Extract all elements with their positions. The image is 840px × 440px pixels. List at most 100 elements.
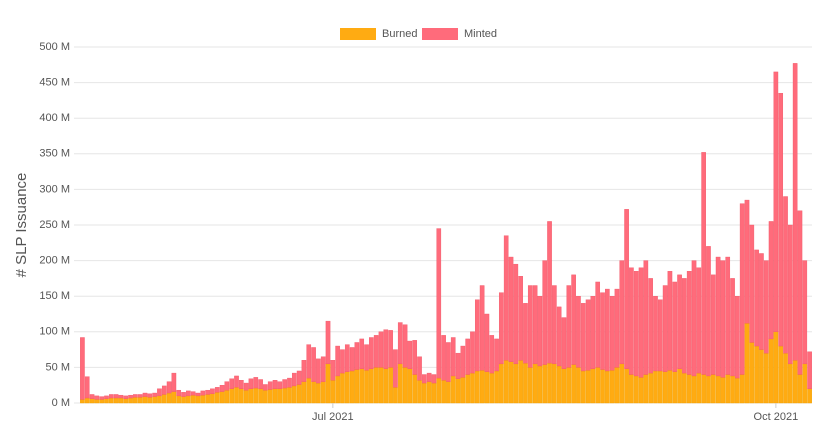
bar-segment — [460, 345, 466, 378]
bar-segment — [171, 372, 177, 392]
bar-segment — [619, 260, 625, 365]
bar-segment — [311, 381, 316, 404]
bar-segment — [263, 389, 268, 404]
bar-segment — [190, 391, 196, 396]
bar-segment — [759, 349, 764, 404]
bar-segment — [749, 342, 755, 404]
bar-segment — [470, 331, 475, 374]
bar-segment — [802, 363, 808, 404]
bar-segment — [157, 388, 162, 397]
bar-segment — [725, 256, 731, 375]
bar-segment — [253, 387, 259, 404]
bar-segment — [701, 152, 706, 375]
bar-segment — [277, 381, 283, 389]
bar-segment — [344, 344, 350, 372]
bar-segment — [84, 397, 90, 404]
bar-segment — [99, 399, 104, 404]
bar-segment — [407, 368, 413, 404]
bar-segment — [234, 375, 239, 388]
bar-segment — [513, 363, 519, 404]
bar-segment — [263, 384, 268, 391]
bar-segment — [200, 394, 206, 404]
bar-segment — [388, 330, 393, 368]
bar-segment — [763, 352, 769, 404]
bar-segment — [566, 367, 572, 404]
bar-segment — [272, 380, 278, 389]
bar-segment — [547, 221, 552, 364]
bar-segment — [768, 338, 774, 404]
bar-segment — [104, 398, 109, 404]
bar-segment — [186, 395, 191, 404]
y-tick-label: 0 M — [52, 397, 70, 409]
bar-segment — [104, 395, 109, 399]
bar-segment — [393, 349, 398, 388]
bar-segment — [494, 338, 499, 372]
bar-segment — [330, 360, 336, 381]
bar-segment — [783, 196, 788, 354]
bar-segment — [778, 345, 784, 404]
bar-segment — [436, 228, 442, 379]
bar-segment — [349, 347, 355, 372]
bar-segment — [89, 398, 95, 404]
bar-segment — [99, 396, 104, 400]
bar-segment — [383, 368, 389, 404]
bar-segment — [118, 397, 124, 404]
bar-segment — [441, 380, 446, 404]
bar-segment — [527, 367, 533, 404]
bar-segment — [590, 368, 596, 404]
bar-segment — [364, 370, 369, 404]
bar-segment — [484, 371, 490, 404]
bar-segment — [605, 288, 610, 372]
bar-segment — [479, 370, 485, 404]
bar-segment — [571, 364, 576, 404]
bar-segment — [633, 271, 639, 377]
bar-segment — [484, 313, 490, 372]
bar-segment — [773, 331, 779, 404]
y-tick-label: 100 M — [39, 326, 70, 338]
bar-segment — [706, 375, 711, 404]
bar-segment — [744, 323, 750, 404]
bar-segment — [580, 303, 586, 372]
bar-segment — [325, 320, 331, 365]
bar-segment — [450, 375, 456, 404]
bar-segment — [739, 374, 745, 404]
bar-segment — [340, 372, 345, 404]
bar-segment — [470, 372, 475, 404]
bar-segment — [364, 344, 369, 371]
bar-segment — [108, 394, 114, 399]
bar-segment — [571, 274, 576, 365]
bar-segment — [412, 374, 418, 404]
x-tick-label: Oct 2021 — [754, 411, 799, 423]
bar-segment — [518, 276, 523, 361]
bar-segment — [609, 296, 615, 371]
bar-segment — [335, 375, 340, 404]
bar-segment — [754, 345, 759, 404]
bar-segment — [566, 285, 572, 368]
y-tick-label: 450 M — [39, 77, 70, 89]
bar-segment — [287, 387, 292, 404]
bar-segment — [378, 367, 384, 404]
bar-segment — [214, 387, 220, 393]
bar-segment — [460, 377, 466, 404]
bar-segment — [797, 374, 803, 404]
bar-segment — [624, 368, 629, 404]
bar-segment — [802, 260, 808, 365]
bar-segment — [503, 235, 509, 361]
bar-segment — [595, 281, 601, 368]
bar-segment — [166, 381, 172, 394]
bar-segment — [397, 363, 403, 404]
legend-swatch — [422, 28, 458, 40]
bar-segment — [788, 363, 793, 404]
bar-segment — [455, 352, 461, 379]
bar-segment — [229, 388, 235, 404]
bar-segment — [792, 360, 798, 404]
bar-segment — [725, 374, 731, 404]
bar-segment — [624, 209, 629, 370]
bar-segment — [773, 71, 779, 333]
bar-segment — [378, 331, 384, 368]
bar-segment — [455, 378, 461, 404]
bar-segment — [508, 256, 514, 362]
bar-segment — [373, 335, 379, 368]
bar-segment — [402, 324, 408, 368]
bar-segment — [224, 389, 230, 404]
